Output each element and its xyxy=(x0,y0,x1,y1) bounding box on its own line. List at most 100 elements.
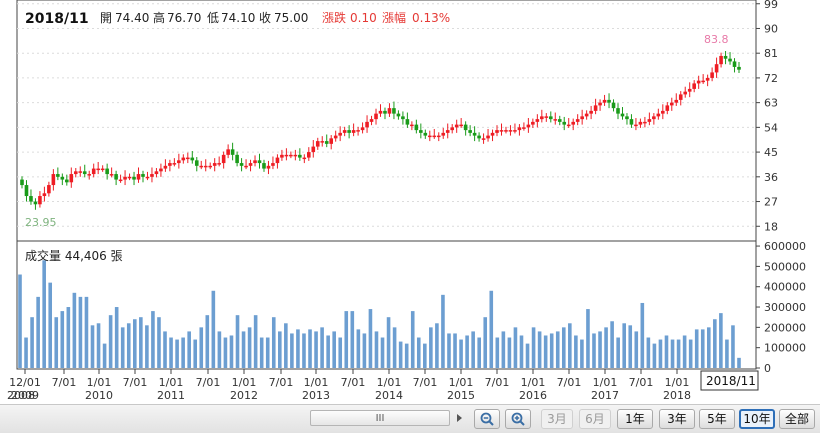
candle-body xyxy=(450,127,454,131)
volume-bar xyxy=(706,327,711,368)
range-6m-button[interactable]: 6月 xyxy=(579,409,611,429)
candle-body xyxy=(629,119,634,125)
volume-bar xyxy=(96,323,101,368)
zoom-in-button[interactable] xyxy=(505,409,531,429)
volume-bar xyxy=(713,319,717,368)
x-tick-label: 7/01 xyxy=(123,376,148,389)
volume-bar xyxy=(265,337,270,368)
volume-bar xyxy=(628,325,633,368)
zoom-out-button[interactable] xyxy=(474,409,500,429)
x-tick-label: 7/01 xyxy=(341,376,366,389)
range-3m-button[interactable]: 3月 xyxy=(541,409,573,429)
range-10y-button[interactable]: 10年 xyxy=(739,409,775,429)
price-tick-label: 45 xyxy=(764,146,778,159)
range-5y-button[interactable]: 5年 xyxy=(699,409,735,429)
volume-bar xyxy=(302,333,306,368)
candle-body xyxy=(427,135,432,138)
candle-body xyxy=(490,132,495,136)
candle-body xyxy=(378,110,383,114)
volume-bar xyxy=(126,323,131,368)
volume-bar xyxy=(725,339,729,368)
volume-bar xyxy=(181,337,185,368)
volume-bar xyxy=(114,307,119,368)
volume-bar xyxy=(211,290,216,368)
volume-bar xyxy=(284,323,288,368)
open-label: 開 xyxy=(100,11,112,25)
candle-body xyxy=(737,66,741,70)
x-tick-label: 1/01 xyxy=(304,376,329,389)
volume-bar xyxy=(120,327,125,368)
candle-body xyxy=(419,130,423,133)
volume-bar xyxy=(60,311,65,368)
volume-bar xyxy=(682,335,687,368)
candle-body xyxy=(369,119,374,122)
volume-bar xyxy=(205,315,210,368)
volume-bar xyxy=(314,331,318,368)
low-label: 低 xyxy=(207,11,219,25)
candle-body xyxy=(20,179,24,186)
volume-bar xyxy=(574,335,578,368)
volume-bar xyxy=(90,325,95,368)
range-3y-button[interactable]: 3年 xyxy=(659,409,695,429)
candle-body xyxy=(82,171,87,175)
volume-bar xyxy=(531,327,536,368)
candle-body xyxy=(239,163,244,166)
x-tick-label: 7/01 xyxy=(557,376,582,389)
candle-body xyxy=(324,141,329,144)
volume-bar xyxy=(102,343,107,368)
volume-bar xyxy=(296,329,300,368)
volume-bar xyxy=(658,339,663,368)
candle-body xyxy=(356,130,360,132)
volume-bar xyxy=(423,343,427,368)
chart-period: 2018/11 xyxy=(25,11,89,27)
volume-bar xyxy=(610,321,614,368)
volume-bar xyxy=(664,335,669,368)
candle-body xyxy=(723,55,728,59)
candle-body xyxy=(414,124,419,131)
candle-body xyxy=(109,174,114,176)
x-axis: 12/01 7/01 1/01 7/01 1/01 7/01 1/01 7/01 1/01 7/0… xyxy=(7,369,691,402)
x-tick-label: 7/01 xyxy=(485,376,510,389)
candle-body xyxy=(589,110,593,114)
volume-bar xyxy=(253,315,258,368)
volume-bar xyxy=(441,294,445,368)
price-tick-label: 99 xyxy=(764,0,778,11)
candle-body xyxy=(396,113,401,117)
price-tick-label: 54 xyxy=(764,121,778,134)
volume-bar xyxy=(580,339,584,368)
volume-bar xyxy=(163,331,167,368)
stock-chart: 99 90 81 72 63 54 45 36 27 18 2018/11 開 74.40 高 7… xyxy=(7,0,806,402)
candle-body xyxy=(643,121,647,124)
candle-body xyxy=(441,132,446,136)
range-all-button[interactable]: 全部 xyxy=(779,409,815,429)
volume-bar xyxy=(652,343,657,368)
candle-body xyxy=(705,77,710,81)
candle-body xyxy=(329,138,334,144)
volume-tick-label: 400000 xyxy=(764,281,806,294)
volume-bar xyxy=(24,337,28,368)
candle-body xyxy=(405,119,410,125)
candle-body xyxy=(302,157,307,160)
price-axis: 99 90 81 72 63 54 45 36 27 18 xyxy=(756,0,778,233)
year-label: 2017 xyxy=(591,389,619,402)
range-scrollbar[interactable]: III xyxy=(310,410,450,426)
candle-body xyxy=(638,121,643,125)
candle-body xyxy=(136,174,141,180)
volume-bar xyxy=(66,307,71,368)
candle-body xyxy=(29,196,33,202)
candle-body xyxy=(208,165,213,168)
candle-body xyxy=(177,160,181,164)
x-tick-label: 1/01 xyxy=(232,376,257,389)
pct-value: 0.13% xyxy=(412,11,450,25)
volume-bar xyxy=(145,325,149,368)
volume-bar xyxy=(640,302,645,368)
volume-bar xyxy=(622,323,627,368)
scroll-right-arrow-icon[interactable] xyxy=(457,414,462,422)
candle-body xyxy=(199,165,204,168)
range-1y-button[interactable]: 1年 xyxy=(617,409,653,429)
candle-body xyxy=(60,176,65,180)
x-tick-label: 7/01 xyxy=(196,376,221,389)
candle-body xyxy=(665,105,670,111)
volume-bar xyxy=(386,317,391,368)
volume-bar xyxy=(151,311,155,368)
